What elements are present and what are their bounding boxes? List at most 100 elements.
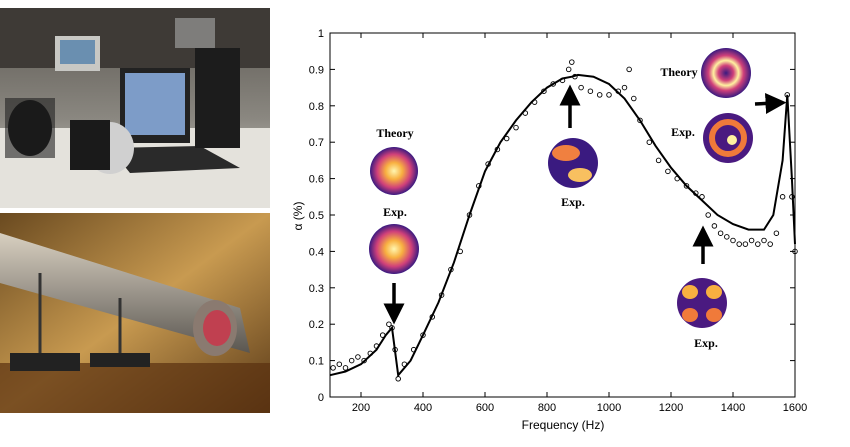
theory-label-left: Theory [376,126,413,140]
data-point-49 [699,194,705,200]
x-axis-label: Frequency (Hz) [522,418,605,432]
mode-image-exp-right [703,113,753,163]
y-tick-label-10: 1 [318,28,324,40]
data-point-52 [717,230,724,236]
chart-series [329,59,798,382]
exp-label-left: Exp. [383,205,407,219]
data-point-56 [742,241,749,247]
data-point-24 [503,135,510,142]
x-tick-label-7: 1600 [783,402,807,414]
mode-image-theory-right [701,48,751,98]
y-tick-label-8: 0.8 [309,101,324,113]
x-tick-label-3: 800 [538,402,556,414]
mode-image-theory-left [370,147,418,195]
data-point-7 [373,343,380,349]
data-point-50 [705,212,711,218]
x-tick-label-6: 1400 [721,402,745,414]
data-point-48 [693,190,699,196]
data-point-15 [420,332,426,338]
data-point-27 [531,99,538,105]
data-point-31 [565,66,572,73]
mode-image-exp-peak [548,138,598,188]
data-point-25 [513,124,519,131]
data-point-51 [711,223,718,229]
data-point-58 [755,241,761,247]
data-point-36 [596,92,603,98]
data-point-2 [342,365,349,371]
data-point-19 [457,248,463,255]
data-point-44 [655,157,662,164]
data-point-46 [674,175,680,182]
data-point-54 [730,237,736,244]
mode-image-exp-bottom [677,278,727,328]
data-point-53 [724,234,730,240]
data-point-47 [683,183,690,189]
theory-label-right: Theory [660,65,697,79]
data-point-55 [736,241,742,247]
data-point-62 [779,194,786,200]
data-point-3 [348,357,355,364]
data-point-39 [621,84,628,91]
data-point-61 [773,230,780,236]
data-point-22 [485,161,491,167]
data-point-40 [626,66,632,73]
data-point-14 [410,346,417,353]
data-point-35 [587,88,594,94]
data-point-23 [494,146,501,153]
data-point-26 [522,110,529,116]
data-point-64 [789,194,795,200]
data-point-13 [401,361,408,367]
data-point-41 [631,95,637,102]
data-point-29 [550,81,556,87]
x-tick-label-4: 1000 [597,402,621,414]
data-point-0 [330,365,336,371]
data-point-21 [476,183,482,189]
data-point-38 [615,88,622,94]
data-point-60 [767,241,773,247]
data-point-28 [541,88,547,94]
data-point-57 [748,237,755,244]
data-point-8 [379,332,386,338]
data-point-16 [429,314,436,320]
data-point-34 [578,84,584,91]
y-tick-label-5: 0.5 [309,210,324,222]
data-point-30 [559,77,566,84]
mode-image-exp-left [369,224,419,274]
y-tick-label-0: 0 [318,392,324,404]
y-tick-label-6: 0.6 [309,174,324,186]
y-tick-label-3: 0.3 [309,283,324,295]
data-point-45 [665,168,671,175]
y-tick-label-9: 0.9 [309,64,324,76]
y-axis-label: α (%) [291,202,305,231]
exp-label-right: Exp. [671,125,695,139]
x-tick-label-1: 400 [414,402,432,414]
data-point-43 [646,139,653,145]
exp-label-peak: Exp. [561,195,585,209]
y-tick-label-2: 0.2 [309,319,324,331]
data-point-59 [761,237,767,244]
impedance-tube-photo [0,213,270,413]
data-point-1 [336,361,343,367]
data-point-42 [637,117,643,124]
x-tick-label-0: 200 [352,402,370,414]
data-point-18 [448,266,454,273]
arrow-right [754,93,787,114]
series-theory-line [329,73,796,378]
data-point-12 [395,376,401,382]
data-point-6 [367,350,374,357]
data-point-10 [389,325,395,331]
exp-label-bottom: Exp. [694,336,718,350]
data-point-33 [572,73,578,80]
x-tick-label-2: 600 [476,402,494,414]
data-point-37 [606,92,612,98]
data-point-65 [792,248,798,255]
data-point-4 [355,354,361,360]
y-tick-label-1: 0.1 [309,356,324,368]
chart-ticks: 200 400 600 800 1000 1200 1400 1600 0 0.1 0.2 0.3 0.… [309,28,808,414]
y-tick-label-7: 0.7 [309,137,324,149]
lab-setup-photo [0,8,270,208]
data-point-5 [361,357,367,364]
series-experiment-points [330,59,798,382]
data-point-20 [466,212,473,218]
